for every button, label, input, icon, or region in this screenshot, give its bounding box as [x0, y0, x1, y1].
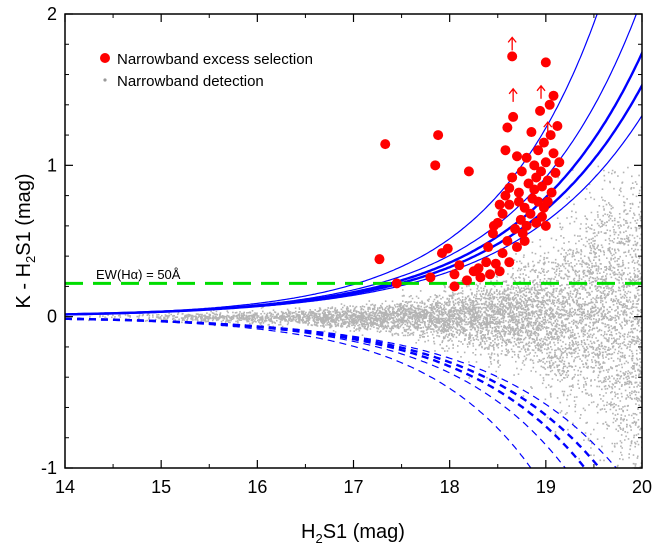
excess-point [511, 242, 522, 253]
excess-point [481, 257, 492, 268]
excess-point [513, 187, 524, 198]
excess-point [507, 51, 518, 62]
y-tick-label: 2 [47, 4, 57, 24]
excess-point [544, 99, 555, 110]
excess-point [442, 243, 453, 254]
excess-point [487, 228, 498, 239]
excess-point [497, 248, 508, 259]
excess-point [525, 208, 536, 219]
legend: Narrowband excess selection Narrowband d… [100, 51, 313, 90]
excess-point [548, 148, 559, 159]
excess-point [511, 151, 522, 162]
excess-point [475, 272, 486, 283]
excess-point [542, 175, 553, 186]
excess-point [542, 196, 553, 207]
significance-curve-lower [65, 317, 602, 468]
x-tick-label: 18 [440, 477, 460, 497]
significance-curve-lower [65, 318, 532, 468]
excess-point [517, 228, 528, 239]
excess-point [425, 272, 436, 283]
significance-curve-upper [65, 114, 642, 315]
excess-point [374, 254, 385, 265]
excess-point [521, 220, 532, 231]
upper-limit-arrows [507, 36, 553, 136]
legend-marker-detection [103, 78, 107, 82]
y-tick-label: 1 [47, 155, 57, 175]
excess-point [519, 236, 530, 246]
excess-point [507, 172, 518, 183]
excess-point [508, 111, 519, 122]
excess-point [494, 266, 505, 277]
excess-point [463, 166, 474, 177]
x-axis-ticks: 14 15 16 17 18 19 20 [55, 14, 652, 497]
excess-point [433, 130, 444, 141]
excess-point [526, 127, 537, 138]
y-axis-ticks: -1 0 1 2 [41, 4, 642, 478]
excess-point [540, 57, 551, 68]
x-tick-label: 15 [151, 477, 171, 497]
y-tick-label: 0 [47, 307, 57, 327]
excess-point [391, 278, 402, 289]
legend-marker-excess [100, 53, 110, 63]
ew-threshold-label: EW(Hα) = 50Å [96, 267, 181, 282]
upper-limit-arrow [508, 87, 518, 102]
excess-point [533, 145, 544, 156]
excess-point [502, 122, 513, 133]
excess-point [552, 120, 563, 131]
excess-point [536, 166, 547, 177]
excess-point [502, 236, 513, 246]
excess-point [483, 242, 494, 253]
excess-point [540, 220, 551, 231]
excess-point [494, 199, 505, 210]
excess-point [488, 220, 499, 231]
upper-limit-arrow [543, 121, 553, 136]
excess-point [500, 190, 511, 201]
x-tick-label: 14 [55, 477, 75, 497]
significance-curve-lower [65, 318, 566, 468]
narrowband-detection-points [78, 165, 642, 468]
legend-label-excess: Narrowband excess selection [117, 51, 313, 68]
excess-point [473, 263, 484, 274]
excess-point [548, 90, 559, 101]
legend-label-detection: Narrowband detection [117, 73, 264, 90]
x-axis-label: H2S1 (mag) [301, 521, 405, 546]
narrowband-excess-points [374, 51, 565, 292]
excess-point [430, 160, 441, 171]
x-tick-label: 17 [343, 477, 363, 497]
excess-point [504, 183, 515, 194]
excess-point [380, 139, 391, 150]
excess-point [454, 260, 465, 271]
x-tick-label: 16 [247, 477, 267, 497]
excess-point [535, 105, 546, 116]
upper-limit-arrow [536, 84, 546, 99]
excess-point [449, 269, 460, 280]
excess-point [540, 157, 551, 168]
excess-point [538, 137, 549, 148]
excess-point [490, 258, 501, 269]
excess-point [521, 152, 532, 163]
y-tick-label: -1 [41, 458, 57, 478]
excess-point [504, 199, 515, 210]
detection-cloud [78, 165, 642, 468]
excess-point [546, 187, 557, 198]
excess-point [513, 196, 524, 207]
excess-point [504, 257, 515, 268]
excess-point [461, 275, 472, 286]
excess-point [536, 211, 547, 222]
y-axis-label: K - H2S1 (mag) [13, 173, 38, 308]
excess-point [529, 160, 540, 171]
upper-limit-arrow [507, 36, 517, 51]
excess-point [500, 145, 511, 156]
excess-point [554, 157, 565, 168]
excess-point [449, 281, 460, 292]
excess-point [497, 208, 508, 219]
excess-point [485, 269, 496, 280]
excess-point [550, 167, 561, 178]
excess-point [516, 166, 527, 177]
excess-point [529, 184, 540, 195]
x-tick-label: 20 [632, 477, 652, 497]
x-tick-label: 19 [536, 477, 556, 497]
excess-point [510, 223, 521, 234]
